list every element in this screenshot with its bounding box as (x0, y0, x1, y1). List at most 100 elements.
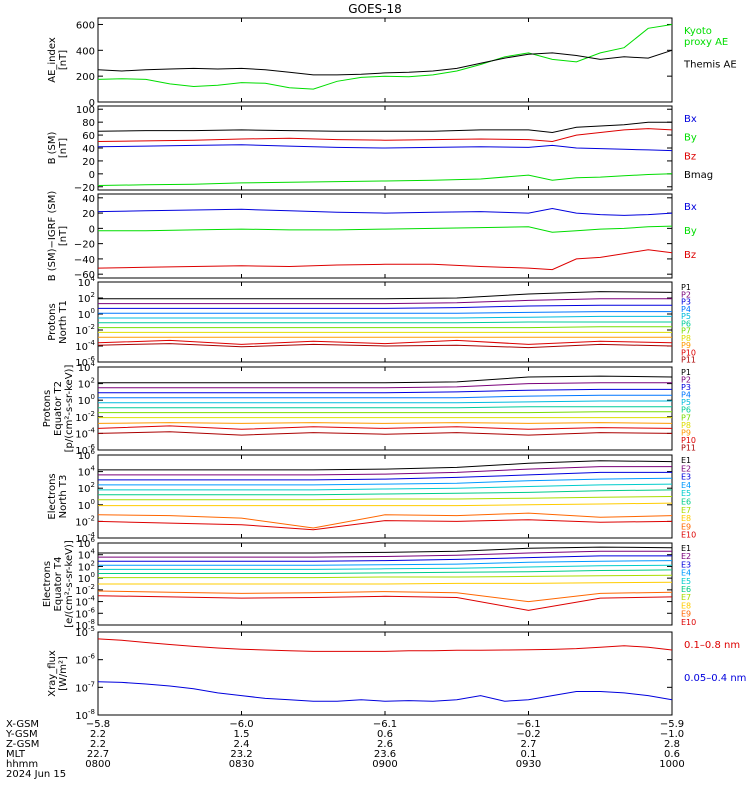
axis-value: 1.5 (234, 729, 250, 740)
legend-entry: P4 (681, 305, 691, 314)
y-tick-label: 60 (82, 131, 95, 142)
legend-entry: E6 (681, 498, 691, 507)
y-tick-label: 10-5 (75, 625, 95, 639)
legend-entry: P6 (681, 406, 691, 415)
legend-entry-line: Themis AE (683, 60, 737, 71)
series-line-themis-ae (97, 49, 673, 76)
y-tick-exponent: -8 (88, 708, 95, 716)
series-line-p3 (98, 388, 672, 394)
y-tick-exponent: 4 (91, 465, 96, 473)
legend-entry-line: By (684, 133, 697, 144)
panel-frame (97, 193, 673, 279)
legend-entry: E1 (681, 544, 691, 553)
axis-value: 0.1 (521, 749, 537, 760)
series-line-e2 (98, 550, 672, 558)
legend-entry: P3 (681, 298, 691, 307)
y-axis-label-line: Electrons (42, 561, 53, 607)
plot-title: GOES-18 (348, 2, 402, 16)
legend-entry-line: By (684, 226, 697, 237)
y-tick-label: 104 (78, 465, 96, 479)
y-axis-label: ElectronsNorth T3 (47, 473, 69, 519)
y-tick-label: 600 (76, 20, 95, 31)
legend-entry-line: Bmag (684, 170, 713, 181)
y-tick-exponent: -7 (88, 680, 95, 688)
legend-entry-line: Bx (684, 114, 697, 125)
legend-entry: E8 (681, 514, 691, 523)
series-line-p3 (98, 304, 672, 309)
y-tick-label: 10-7 (75, 680, 95, 694)
y-axis-label-line: B (SM)−IGRF (SM) (47, 191, 58, 282)
y-tick-exponent: -2 (88, 323, 95, 331)
legend-entry: P10 (681, 436, 696, 445)
y-tick-exponent: 2 (91, 291, 95, 299)
y-tick-label: 100 (78, 307, 95, 321)
y-axis-label-line: AE_index (47, 37, 58, 83)
axis-value: 1000 (659, 759, 684, 770)
panel-frame (97, 17, 673, 103)
y-tick-exponent: 0 (91, 498, 95, 506)
y-tick-label: 0 (89, 224, 95, 235)
series-line-e7 (98, 496, 673, 501)
legend-entry: E10 (681, 618, 696, 627)
panel-2: −20 0 20 40 60 80 100 B (SM)[nT] Bx By Bz Bmag (47, 105, 713, 194)
axis-value: 0.6 (664, 749, 680, 760)
y-tick-label: 10-4 (75, 339, 95, 353)
y-tick-exponent: -2 (88, 514, 95, 522)
legend-entry-line: Kyoto (684, 26, 712, 37)
series-line-e5 (98, 483, 673, 491)
panel-frame (97, 631, 673, 716)
legend-entry: P2 (681, 376, 691, 385)
y-tick-label: 200 (76, 72, 95, 83)
axis-value: −1.0 (660, 729, 684, 740)
legend-entry: E5 (681, 489, 691, 498)
axis-value: 0800 (85, 759, 110, 770)
axis-value: 2.2 (90, 729, 106, 740)
y-tick-exponent: -2 (88, 410, 95, 418)
series-line-p11 (97, 343, 673, 349)
axis-value: 2.6 (377, 739, 393, 750)
legend-entry: E9 (681, 610, 691, 619)
y-axis-label-line: [nT] (58, 50, 69, 70)
legend-entry: Kyoto proxy AE (684, 26, 728, 48)
y-axis-label: ElectronsEquator T4[e/(cm²-s-sr-keV)] (42, 540, 75, 628)
y-tick-label: 102 (78, 377, 95, 391)
y-tick-label: −20 (74, 240, 95, 251)
y-axis-label-line: North T3 (58, 475, 69, 519)
series-line-e10 (97, 519, 673, 531)
series-line-by (97, 173, 673, 186)
series-line-e6 (98, 569, 673, 574)
axis-value: −5.8 (86, 719, 110, 730)
axis-value: 23.6 (374, 749, 396, 760)
legend-entry: P8 (681, 421, 691, 430)
legend-entry: E2 (681, 552, 691, 561)
y-axis-label: AE_index[nT] (47, 37, 69, 83)
series-line-bx (97, 144, 673, 152)
legend-entry-line: proxy AE (684, 37, 728, 48)
axis-value: 0830 (229, 759, 254, 770)
legend-entry: P1 (681, 368, 691, 377)
series-line-e5 (98, 564, 673, 570)
legend-entry: P3 (681, 383, 691, 392)
series-line-e8 (98, 502, 673, 507)
series-line-e10 (97, 595, 673, 611)
legend-entry: P10 (681, 348, 696, 357)
series-line-kyoto (97, 24, 673, 90)
series-line-0-05-0-4-nm (97, 681, 673, 702)
legend-entry: E4 (681, 481, 691, 490)
y-axis-label: B (SM)[nT] (47, 131, 69, 164)
series-line-e1 (98, 460, 673, 471)
y-tick-label: 100 (78, 393, 95, 407)
axis-value: 2.8 (664, 739, 680, 750)
legend-entry: P7 (681, 413, 691, 422)
y-axis-label-line: [e/(cm²-s-sr-keV)] (64, 540, 75, 628)
series-line-p4 (98, 311, 672, 314)
y-tick-label: 400 (76, 46, 95, 57)
y-tick-exponent: 0 (91, 307, 95, 315)
y-tick-exponent: 6 (91, 448, 96, 456)
y-tick-exponent: -2 (88, 583, 95, 591)
legend-entry-line: Bx (684, 202, 697, 213)
panel-frame (97, 366, 673, 451)
y-tick-exponent: 0 (91, 571, 95, 579)
axis-value: −6.1 (516, 719, 540, 730)
